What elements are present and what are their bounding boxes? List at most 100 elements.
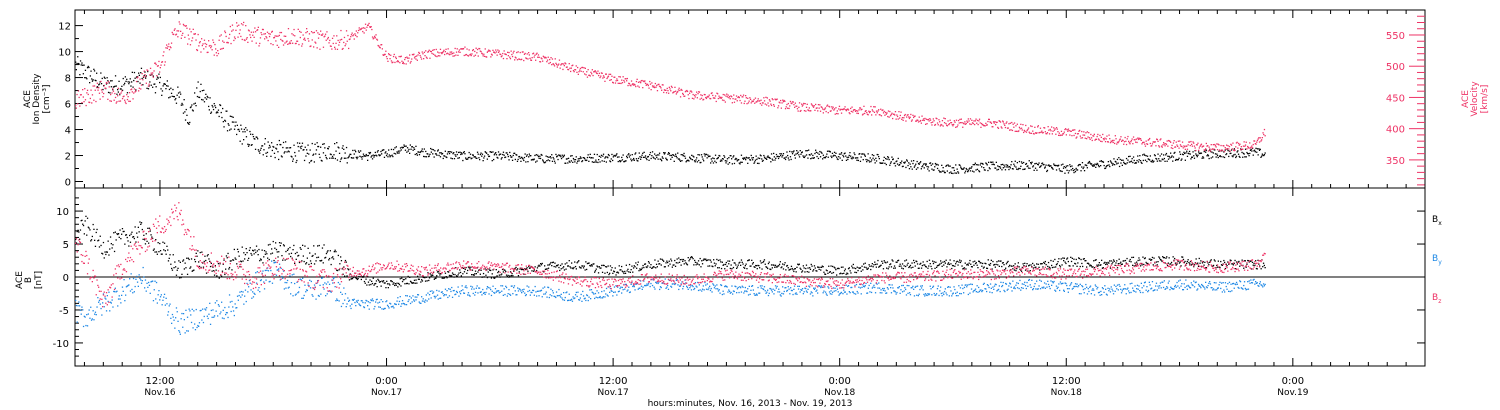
bx-series-point — [1250, 260, 1252, 262]
density-series-point — [891, 156, 893, 158]
velocity-series-point — [116, 101, 118, 103]
bx-series-point — [1182, 258, 1185, 261]
velocity-series-point — [878, 114, 880, 116]
velocity-series-point — [985, 122, 987, 124]
density-series-point — [999, 166, 1001, 168]
velocity-series-point — [916, 119, 918, 121]
density-series-point — [1092, 165, 1094, 167]
velocity-series-point — [451, 52, 453, 55]
velocity-series-point — [227, 42, 229, 44]
density-series-point — [1236, 151, 1238, 153]
bx-series-point — [301, 260, 303, 262]
bx-series-point — [167, 260, 170, 262]
bx-series-point — [930, 265, 932, 268]
density-series-point — [907, 164, 909, 167]
bx-series-point — [488, 268, 490, 270]
density-series-point — [295, 161, 297, 164]
velocity-series-point — [1129, 143, 1131, 145]
velocity-series-point — [1133, 139, 1135, 141]
density-series-point — [801, 151, 803, 154]
velocity-series-point — [622, 76, 624, 78]
bx-series-point — [735, 264, 737, 266]
density-series-point — [794, 154, 796, 156]
bx-series-point — [862, 269, 864, 271]
bx-series-point — [142, 238, 144, 240]
velocity-series-point — [156, 75, 158, 77]
bx-series-point — [1246, 263, 1248, 265]
velocity-series-point — [511, 53, 513, 56]
bx-series-point — [897, 260, 899, 262]
bx-series-point — [767, 262, 770, 265]
density-series-point — [837, 158, 839, 161]
bx-series-point — [937, 264, 939, 267]
velocity-series-point — [1242, 145, 1245, 147]
bx-series-point — [1151, 259, 1153, 261]
density-series-point — [518, 155, 521, 158]
density-series-point — [506, 152, 508, 154]
bx-series-point — [970, 266, 973, 268]
bx-series-point — [479, 273, 481, 275]
velocity-series-point — [845, 110, 848, 112]
velocity-series-point — [173, 29, 175, 31]
velocity-series-point — [1254, 143, 1256, 145]
density-series-point — [630, 158, 632, 160]
bx-series-point — [1029, 270, 1031, 272]
density-series-point — [446, 153, 449, 155]
bx-series-point — [244, 254, 247, 256]
velocity-series-point — [935, 117, 937, 119]
bx-series-point — [347, 268, 349, 270]
density-series-point — [1000, 164, 1002, 166]
bx-series-point — [429, 273, 431, 275]
density-series-point — [723, 155, 725, 157]
density-series-point — [235, 121, 237, 123]
top-right-ylabel-line2: Velocity — [1470, 81, 1480, 117]
density-series-point — [467, 158, 469, 160]
bx-series-point — [619, 269, 621, 271]
bx-series-point — [671, 266, 673, 268]
bx-series-point — [1115, 262, 1117, 264]
velocity-series-point — [546, 61, 548, 63]
bx-series-point — [713, 262, 716, 264]
bx-series-point — [1182, 256, 1184, 258]
density-series-point — [1144, 154, 1146, 156]
density-series-point — [274, 156, 276, 159]
velocity-series-point — [539, 61, 541, 63]
bx-series-point — [186, 257, 188, 259]
velocity-series-point — [317, 37, 320, 39]
bx-series-point — [801, 271, 803, 273]
density-series-point — [953, 169, 955, 172]
density-series-point — [672, 154, 674, 156]
velocity-series-point — [305, 32, 307, 34]
velocity-series-point — [1125, 143, 1128, 146]
density-series-point — [1247, 153, 1249, 155]
bx-series-point — [255, 251, 257, 254]
bx-series-point — [1140, 262, 1142, 265]
velocity-series-point — [1145, 140, 1147, 142]
density-series-point — [449, 151, 451, 153]
density-series-point — [1146, 160, 1148, 163]
velocity-series-point — [1197, 142, 1199, 144]
velocity-series-point — [82, 89, 84, 91]
density-series-point — [570, 160, 572, 162]
velocity-series-point — [983, 125, 985, 127]
velocity-series-point — [423, 51, 425, 53]
velocity-series-point — [1204, 149, 1206, 151]
bx-series-point — [413, 282, 415, 284]
density-series-point — [1253, 150, 1255, 152]
density-series-point — [149, 81, 151, 83]
bx-series-point — [817, 266, 819, 268]
bx-series-point — [552, 261, 554, 263]
velocity-series-point — [1023, 131, 1025, 134]
density-series-point — [522, 158, 524, 160]
density-series-point — [155, 86, 157, 88]
density-series-point — [567, 157, 570, 159]
velocity-series-point — [1025, 131, 1028, 133]
density-series-point — [518, 156, 520, 158]
density-series-point — [168, 88, 171, 91]
velocity-series-point — [1013, 122, 1016, 124]
bx-series-point — [131, 231, 133, 233]
velocity-series-point — [1252, 143, 1254, 146]
velocity-series-point — [857, 112, 859, 115]
velocity-series-point — [94, 89, 96, 91]
density-series-point — [197, 81, 199, 83]
